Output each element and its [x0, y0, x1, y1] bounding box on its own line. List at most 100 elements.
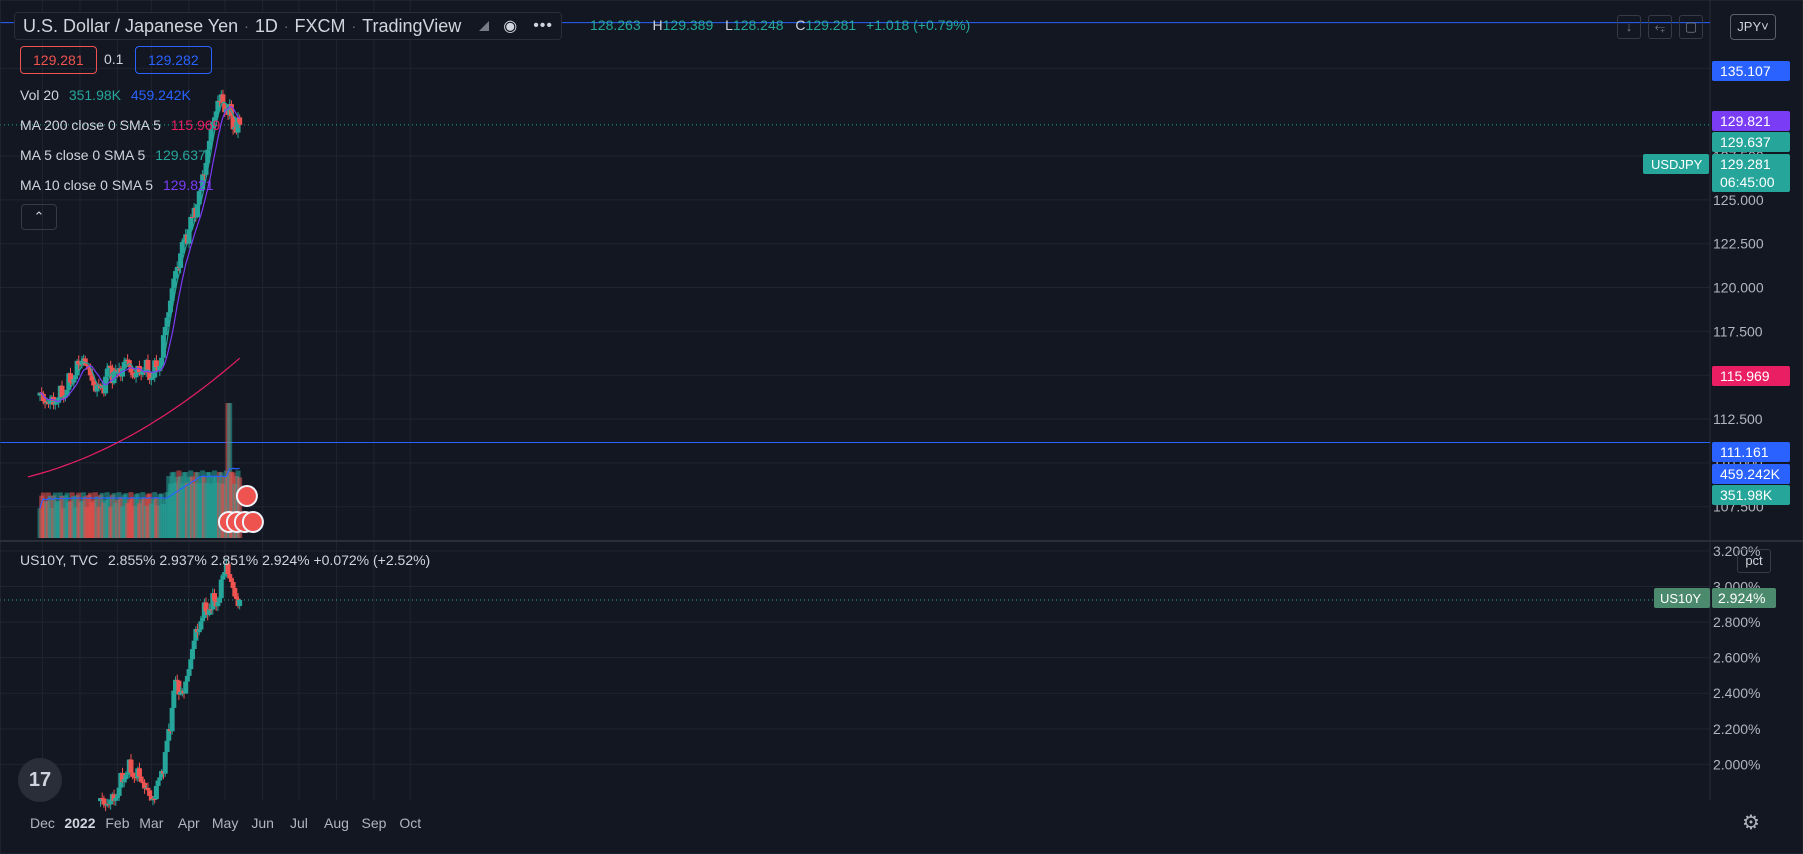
symbol-tag [1643, 154, 1709, 174]
candle-body [87, 368, 93, 376]
currency-selector[interactable]: JPY˅ [1730, 14, 1776, 40]
yield-candle-body [206, 609, 212, 615]
x-tick-label: Aug [324, 815, 349, 831]
candle-body [203, 162, 209, 175]
yield-candle-body [215, 602, 221, 607]
candle-body [228, 104, 234, 117]
candle-body [69, 382, 75, 384]
indicator-vol[interactable]: Vol 20 351.98K 459.242K [20, 87, 191, 103]
us10y-legend-values: 2.855% 2.937% 2.851% 2.924% +0.072% (+2.… [107, 552, 431, 568]
candle-body [220, 94, 226, 104]
more-icon[interactable]: ••• [533, 17, 554, 34]
x-tick-label: Mar [139, 815, 163, 831]
yield-candle-body [233, 596, 239, 599]
symbol-name[interactable]: U.S. Dollar / Japanese Yen [23, 15, 239, 36]
x-tick-label: Jul [290, 815, 308, 831]
price-label-value: 459.242K [1720, 466, 1781, 482]
yield-tick-label: 3.200% [1713, 543, 1760, 559]
candle-body [188, 216, 194, 230]
price-label-countdown: 06:45:00 [1720, 174, 1775, 190]
yield-candle-body [164, 740, 170, 753]
tradingview-logo-icon[interactable]: 17 [18, 758, 62, 802]
candle-body [130, 372, 136, 376]
indicator-ma10-value: 129.821 [162, 177, 214, 193]
candle-body [179, 242, 185, 254]
symbol-tag-label: USDJPY [1651, 157, 1703, 172]
price-label-value: 135.107 [1720, 63, 1771, 79]
ohlc-readout: 128.263 H129.389 L128.248 C129.281 +1.01… [590, 17, 970, 33]
yield-candle-body [147, 790, 153, 796]
indicator-ma200-value: 115.969 [170, 117, 221, 133]
candle-body [67, 373, 73, 383]
scroll-down-button[interactable]: ↓ [1617, 15, 1641, 39]
candle-body [40, 394, 46, 402]
collapse-legend-button[interactable]: ⌃ [21, 204, 57, 230]
yield-candle-body [176, 680, 182, 695]
candle-body [164, 317, 170, 327]
candle-body [178, 253, 184, 268]
yield-candle-body [227, 574, 233, 579]
yield-candle-body [225, 563, 231, 575]
yield-candle-body [153, 785, 159, 800]
candle-body [230, 116, 236, 130]
candle-body [133, 373, 139, 378]
market-status-icon [479, 21, 490, 31]
buy-price-button[interactable]: 129.282 [135, 46, 212, 74]
yield-candle-body [222, 572, 228, 576]
ohlc-open: 128.263 [590, 17, 641, 33]
yield-candle-body [142, 782, 148, 789]
candle-body [76, 360, 82, 365]
yield-candle-body [230, 581, 236, 589]
indicator-ma200[interactable]: MA 200 close 0 SMA 5 115.969 [20, 117, 220, 133]
candle-body [74, 360, 80, 376]
indicator-vol-ma-value: 459.242K [130, 87, 191, 103]
yield-candle-body [183, 681, 189, 694]
candle-body [210, 121, 216, 129]
ohlc-close-label: C [795, 17, 806, 33]
yield-candle-body [173, 679, 179, 691]
candle-body [77, 364, 83, 366]
symbol-title-bar[interactable]: U.S. Dollar / Japanese Yen · 1D · FXCM ·… [14, 12, 563, 40]
currency-label: JPY [1737, 19, 1762, 34]
candle-body [153, 360, 159, 368]
x-tick-label: Oct [399, 815, 421, 831]
candle-body [123, 359, 129, 363]
candle-body [166, 312, 172, 318]
eye-icon[interactable]: ◉ [503, 18, 518, 35]
ma10-line [39, 106, 241, 403]
indicator-ma10[interactable]: MA 10 close 0 SMA 5 129.821 [20, 177, 214, 193]
candle-body [148, 378, 154, 381]
price-label-tag [1712, 154, 1790, 192]
candle-body [169, 288, 175, 301]
price-label-tag [1712, 485, 1790, 505]
price-label-tag [1712, 366, 1790, 386]
volume-bar [237, 477, 243, 538]
yield-candle-body [123, 774, 129, 780]
price-label-tag [1712, 61, 1790, 81]
candle-body [136, 365, 142, 374]
sell-price-button[interactable]: 129.281 [20, 46, 97, 74]
candle-body [42, 401, 48, 404]
interval-label[interactable]: 1D [254, 15, 278, 36]
yield-candle-body [208, 609, 214, 611]
unit-pct-button[interactable]: pct [1737, 549, 1771, 573]
ohlc-high: 129.389 [662, 17, 714, 33]
gear-icon[interactable]: ⚙ [1742, 812, 1760, 834]
indicator-ma10-label: MA 10 close 0 SMA 5 [20, 177, 154, 193]
indicator-ma5[interactable]: MA 5 close 0 SMA 5 129.637 [20, 147, 206, 163]
fullscreen-button[interactable]: ⥆ [1648, 15, 1672, 39]
price-label-value: 351.98K [1720, 487, 1773, 503]
candle-body [211, 117, 217, 122]
restore-button[interactable]: ▢ [1679, 15, 1703, 39]
yield-tick-label: 2.400% [1713, 685, 1760, 701]
us10y-legend[interactable]: US10Y, TVC 2.855% 2.937% 2.851% 2.924% +… [20, 552, 430, 568]
candle-body [213, 111, 219, 118]
yield-candle-body [138, 776, 144, 782]
candle-body [206, 140, 212, 150]
candle-body [198, 189, 204, 192]
yield-candle-body [184, 675, 190, 682]
yield-candle-body [111, 794, 117, 801]
x-tick-label: Jun [251, 815, 274, 831]
volume-bar [227, 403, 233, 538]
